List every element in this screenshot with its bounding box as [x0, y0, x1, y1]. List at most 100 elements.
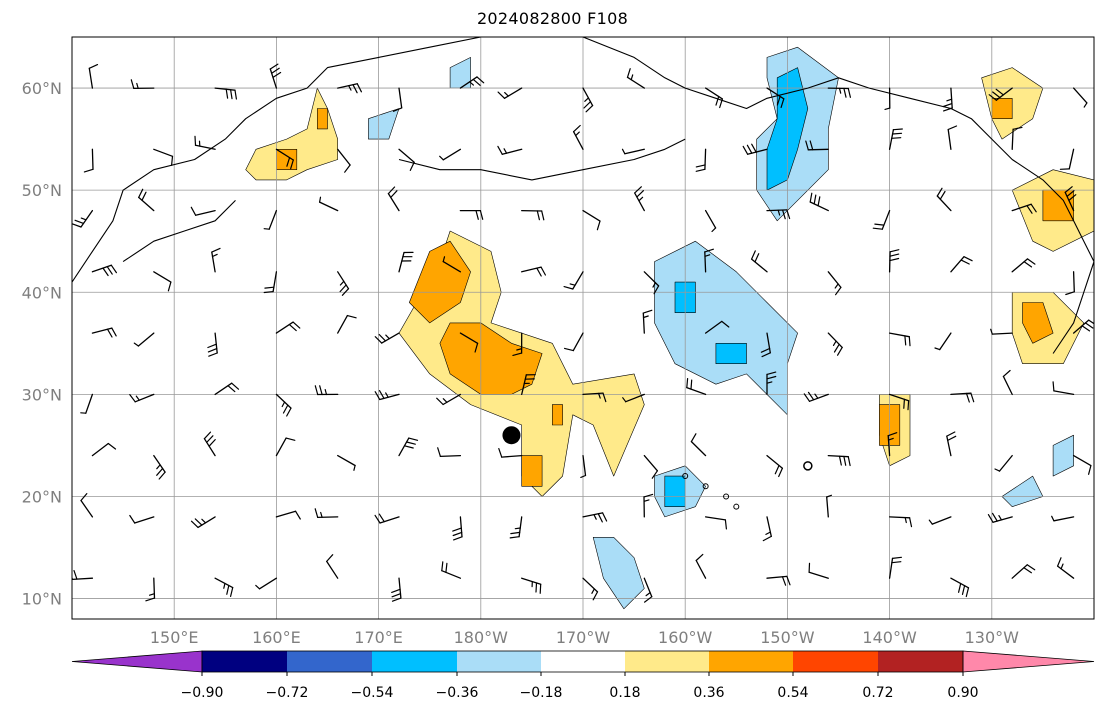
wind-barb — [269, 63, 282, 89]
anomaly-negative-south — [592, 536, 645, 610]
wind-barb — [1051, 515, 1075, 522]
colorbar-tick-label: −0.72 — [266, 685, 309, 701]
wind-barb — [439, 148, 462, 161]
wind-barb — [872, 209, 891, 230]
wind-barb — [950, 392, 975, 403]
colorbar-segment — [457, 651, 541, 672]
wind-barb — [563, 332, 584, 352]
wind-barb — [1064, 186, 1077, 212]
wind-barb — [582, 209, 601, 231]
colorbar-segment — [202, 651, 287, 672]
anomaly-positive-kamchatka-core-2 — [316, 108, 328, 130]
anomaly-positive-california-core — [1022, 302, 1054, 344]
wind-barb — [441, 561, 462, 579]
wind-barb — [947, 125, 958, 150]
wind-barb — [129, 393, 155, 403]
wind-barb — [643, 493, 654, 518]
anomaly-positive-central-core-east — [551, 404, 563, 426]
wind-barb — [760, 332, 771, 358]
lon-tick-label: 140°W — [862, 628, 917, 647]
wind-barb — [950, 577, 970, 598]
wind-barb — [498, 448, 523, 458]
wind-barb — [255, 577, 278, 590]
anomaly-shading-layer — [245, 46, 1094, 610]
wind-barb — [387, 186, 400, 212]
wind-barb — [497, 145, 523, 155]
colorbar-tick-label: 0.90 — [947, 685, 978, 701]
wind-barb — [580, 454, 587, 478]
wind-barb — [888, 556, 903, 579]
wind-barb — [750, 250, 768, 273]
wind-barb — [766, 371, 777, 396]
wind-barb — [1072, 454, 1092, 475]
wind-barb — [643, 577, 653, 603]
wind-barb — [398, 148, 415, 171]
wind-barb — [145, 577, 156, 602]
wind-barb — [803, 391, 829, 402]
colorbar-tick-label: 0.72 — [862, 685, 893, 701]
anomaly-negative-baja — [1052, 434, 1074, 477]
wind-barb — [1011, 564, 1036, 579]
colorbar-frame — [201, 650, 964, 673]
wind-barb — [203, 431, 216, 457]
colorbar-tick-label: −0.90 — [181, 685, 224, 701]
wind-barb — [994, 454, 1013, 472]
wind-barb — [582, 87, 594, 113]
wind-barb — [398, 437, 419, 457]
wind-barb — [1011, 258, 1036, 273]
wind-barb-layer — [72, 63, 1094, 603]
anomaly-negative-central-east-core-2 — [715, 342, 747, 365]
wind-barb — [275, 437, 296, 457]
colorbar-segment — [541, 651, 625, 672]
wind-barb — [80, 393, 94, 414]
map-title: 2024082800 F108 — [476, 9, 629, 28]
wind-barb — [207, 332, 218, 357]
lon-tick-label: 170°E — [354, 628, 403, 647]
coastline-kuril-chain — [122, 200, 236, 263]
wind-barb — [987, 512, 1013, 523]
colorbar: −0.90 −0.72 −0.54 −0.36 −0.18 0.18 0.36 0.54 0.7… — [71, 650, 1095, 701]
wind-barb — [888, 516, 913, 528]
wind-barb — [990, 328, 1013, 335]
hawaii-island-3 — [723, 493, 730, 500]
anomaly-positive-central-core-south — [521, 455, 543, 487]
wind-barb — [436, 393, 462, 406]
wind-barb — [275, 510, 301, 520]
wind-barb — [826, 494, 833, 518]
wind-barb — [521, 209, 545, 221]
colorbar-segment — [372, 651, 457, 672]
wind-barb — [452, 516, 463, 541]
colorbar-segment — [287, 651, 372, 672]
wind-barb — [621, 148, 645, 155]
wind-barb — [130, 79, 155, 90]
wind-barb — [690, 433, 707, 457]
wind-barb — [827, 332, 843, 356]
wind-barb — [1072, 319, 1094, 334]
wind-barb — [374, 332, 400, 344]
wind-barb — [643, 454, 659, 479]
wind-barb — [153, 271, 172, 292]
wind-barb — [888, 393, 910, 411]
wind-barb — [934, 332, 952, 351]
wind-barb — [936, 187, 952, 212]
map-frame — [71, 36, 1095, 620]
coastline-us-west-coast — [1052, 261, 1094, 354]
wind-barb — [887, 432, 898, 457]
lon-tick-label: 180°W — [454, 628, 509, 647]
wind-barb — [827, 271, 842, 296]
wind-barb — [1056, 557, 1075, 579]
wind-barb — [950, 256, 973, 273]
wind-barb — [437, 447, 462, 458]
wind-barb — [91, 327, 117, 338]
wind-barb — [263, 271, 278, 294]
colorbar-tick-label: 0.36 — [693, 685, 724, 701]
wind-barb — [194, 135, 216, 150]
wind-barb — [946, 431, 957, 457]
wind-barb — [809, 192, 829, 212]
latitude-labels: 10°N 20°N 30°N 40°N 50°N 60°N — [22, 79, 62, 609]
wind-barb — [1011, 126, 1023, 150]
wind-barb — [942, 87, 953, 112]
wind-barb — [1002, 369, 1013, 396]
colorbar-extend-low — [71, 650, 203, 673]
